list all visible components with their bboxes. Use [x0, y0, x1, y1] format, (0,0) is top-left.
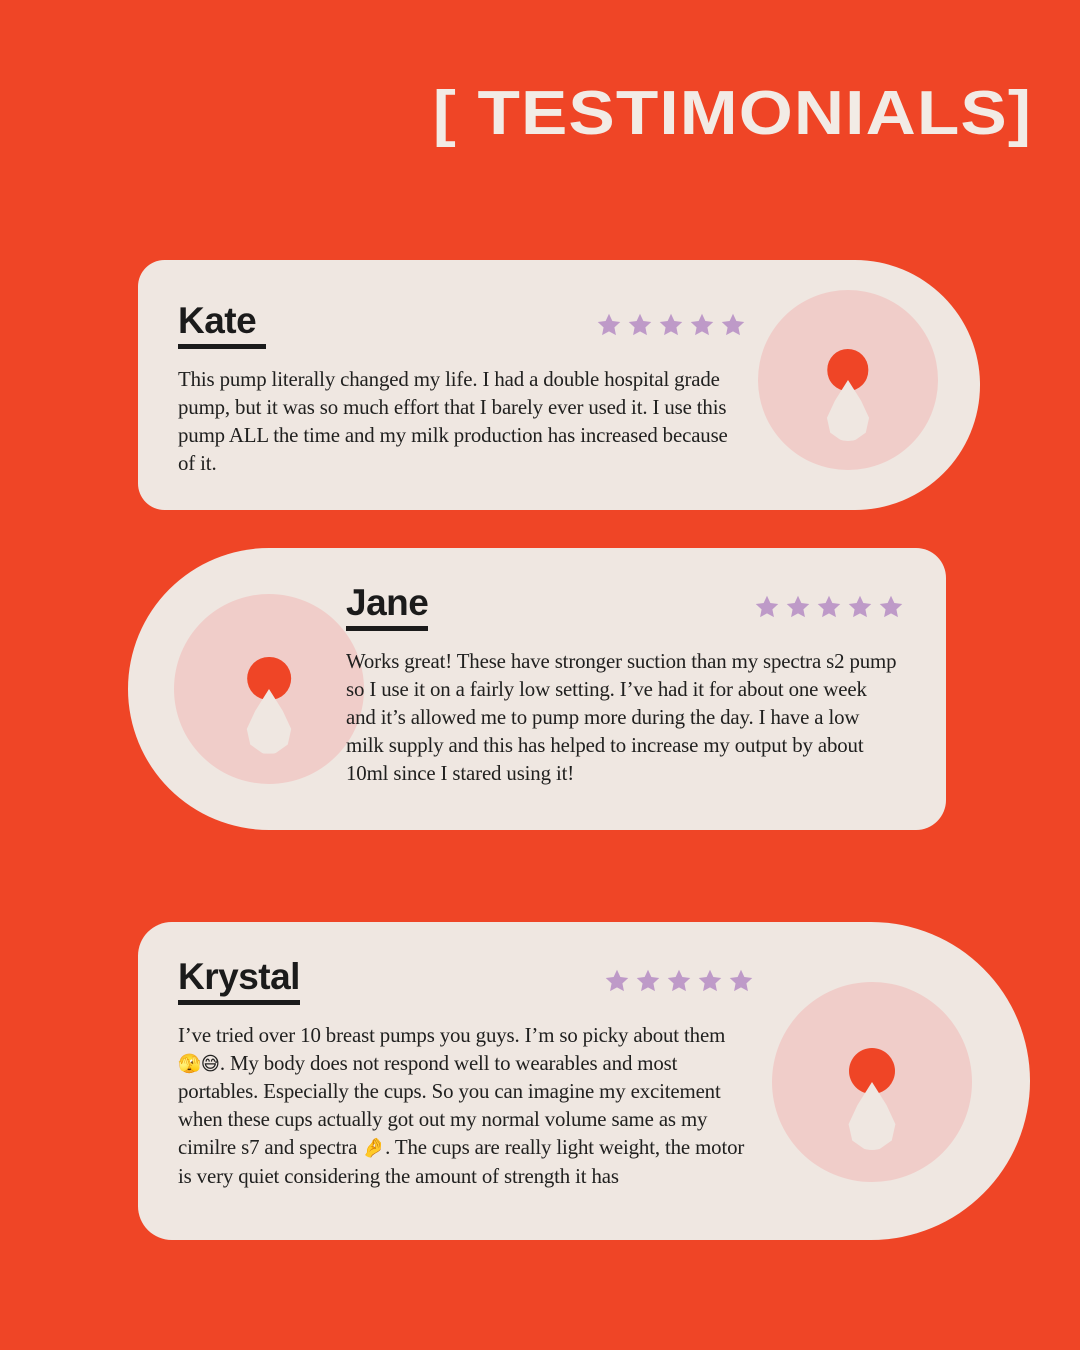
reviewer-name: Kate	[178, 301, 266, 349]
star-icon	[754, 594, 780, 620]
star-icon	[847, 594, 873, 620]
testimonial-text-segment: . The cups are really light weight, the …	[178, 1135, 745, 1188]
reviewer-name: Jane	[346, 583, 429, 631]
testimonial-content: Jane Works great! These have stronger su…	[346, 583, 916, 788]
star-icon	[720, 312, 746, 338]
breast-milk-drop-icon	[772, 982, 972, 1182]
page-header: [ TESTIMONIALS]	[0, 78, 1032, 149]
testimonial-header: Jane	[346, 583, 906, 631]
star-icon	[604, 968, 630, 994]
breast-milk-drop-icon	[174, 594, 364, 784]
testimonial-text-segment: . My body does not respond well to weara…	[178, 1051, 721, 1160]
star-icon	[689, 312, 715, 338]
reviewer-name: Krystal	[178, 957, 300, 1005]
testimonial-header: Krystal	[178, 957, 756, 1005]
star-icon	[635, 968, 661, 994]
shy-sweat-emoji: 🫣😅	[178, 1053, 220, 1075]
testimonial-header: Kate	[178, 301, 748, 349]
star-icon	[878, 594, 904, 620]
testimonial-text: This pump literally changed my life. I h…	[178, 366, 728, 476]
star-rating	[596, 312, 748, 338]
star-rating	[754, 594, 906, 620]
testimonial-text: Works great! These have stronger suction…	[346, 648, 897, 786]
star-icon	[816, 594, 842, 620]
testimonial-text-segment: I’ve tried over 10 breast pumps you guys…	[178, 1022, 726, 1047]
star-icon	[627, 312, 653, 338]
star-rating	[604, 968, 756, 994]
testimonial-content: Kate This pump literally changed my life…	[178, 301, 748, 477]
breast-milk-drop-icon	[758, 290, 938, 470]
testimonial-text: I’ve tried over 10 breast pumps you guys…	[178, 1021, 748, 1190]
star-icon	[785, 594, 811, 620]
star-icon	[666, 968, 692, 994]
testimonial-content: Krystal I’ve tried over 10 breast pumps …	[178, 957, 756, 1190]
star-icon	[596, 312, 622, 338]
pinched-fingers-emoji: 🤌	[362, 1137, 386, 1160]
testimonial-card-jane: Jane Works great! These have stronger su…	[128, 548, 946, 830]
page-title: [ TESTIMONIALS]	[432, 79, 1032, 148]
star-icon	[728, 968, 754, 994]
testimonial-card-kate: Kate This pump literally changed my life…	[138, 260, 980, 510]
star-icon	[697, 968, 723, 994]
testimonial-card-krystal: Krystal I’ve tried over 10 breast pumps …	[138, 922, 1030, 1240]
star-icon	[658, 312, 684, 338]
